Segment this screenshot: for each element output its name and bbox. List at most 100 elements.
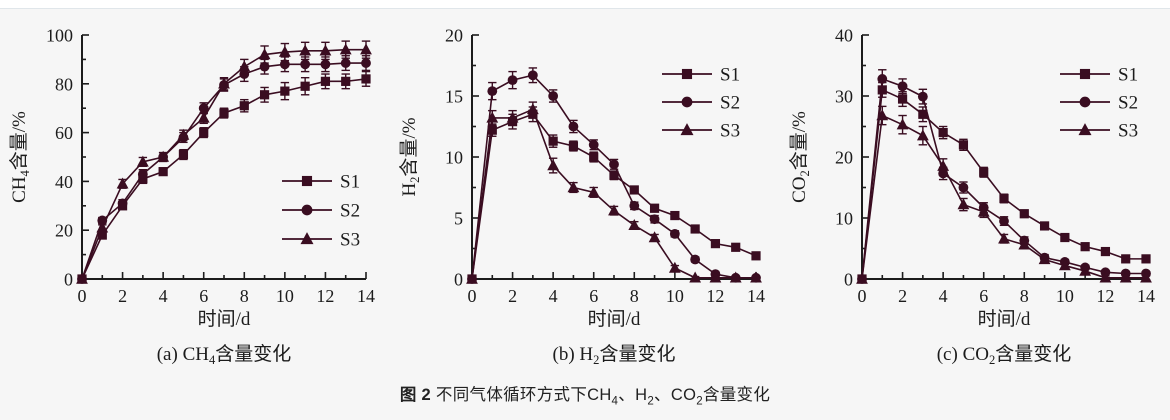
y-tick-label: 100 — [46, 26, 73, 46]
marker-circle — [1079, 96, 1091, 108]
marker-circle — [681, 96, 693, 108]
marker-triangle — [1038, 253, 1051, 265]
marker-triangle — [876, 109, 889, 121]
axes: 0 2 4 6 8 10 12 14 0 20 40 60 80 100 — [46, 26, 375, 307]
caption-subscript: 2 — [647, 395, 655, 408]
marker-triangle — [258, 48, 271, 60]
marker-square — [897, 94, 908, 104]
marker-circle — [629, 200, 640, 211]
caption-subscript: 2 — [696, 395, 703, 408]
legend-label-S1: S1 — [340, 172, 360, 193]
caption-text: 含量变化 — [702, 386, 771, 404]
y-tick-label: 20 — [835, 148, 853, 168]
legend-label-S2: S2 — [340, 201, 360, 222]
marker-triangle — [177, 128, 190, 140]
marker-circle — [548, 91, 559, 101]
marker-triangle — [957, 198, 970, 210]
x-tick-label: 14 — [747, 286, 765, 306]
marker-square — [690, 224, 700, 234]
marker-triangle — [567, 181, 580, 193]
legend-label-S2: S2 — [720, 93, 740, 114]
chart-svg-c: 0 2 4 6 8 10 12 14 0 10 20 30 40 CO2含量/% 时间/d (c) CO2含量… — [788, 26, 1155, 368]
marker-circle — [259, 61, 270, 72]
marker-triangle — [466, 272, 478, 284]
marker-triangle — [116, 177, 129, 189]
marker-circle — [609, 159, 619, 170]
caption-text: 、CO — [654, 386, 697, 404]
x-tick-label: 6 — [979, 286, 988, 306]
y-tick-label: 60 — [55, 123, 73, 143]
y-tick-label: 80 — [55, 74, 73, 94]
marker-circle — [690, 254, 701, 265]
marker-triangle — [76, 272, 88, 284]
caption-text: 不同气体循环方式下CH — [431, 386, 612, 404]
caption-subscript: 4 — [611, 395, 619, 408]
marker-circle — [198, 103, 209, 114]
marker-triangle — [1079, 264, 1092, 276]
chart-subtitle: (b) H2含量变化 — [553, 343, 676, 367]
x-tick-label: 0 — [78, 286, 87, 306]
y-axis-label: H2含量/% — [398, 117, 422, 196]
y-tick-label: 5 — [454, 209, 463, 229]
marker-triangle — [319, 44, 332, 56]
legend: S1 S2 S3 — [1060, 65, 1138, 142]
marker-square — [219, 108, 229, 118]
legend-label-S1: S1 — [720, 65, 740, 86]
marker-triangle — [157, 150, 170, 162]
chart-subtitle: (c) CO2含量变化 — [937, 343, 1072, 367]
marker-square — [301, 175, 313, 187]
marker-square — [341, 76, 351, 86]
marker-square — [239, 101, 249, 111]
marker-triangle — [1119, 271, 1132, 283]
marker-triangle — [608, 204, 620, 216]
y-tick-label: 20 — [55, 221, 73, 241]
marker-triangle — [506, 111, 519, 123]
marker-triangle — [278, 45, 291, 57]
y-tick-label: 10 — [835, 209, 853, 229]
x-tick-label: 12 — [1096, 286, 1114, 306]
marker-circle — [487, 86, 498, 97]
marker-circle — [320, 59, 331, 70]
marker-circle — [361, 58, 371, 68]
marker-square — [320, 76, 331, 86]
marker-triangle — [896, 118, 909, 130]
series-S3 — [76, 40, 372, 284]
marker-square — [259, 90, 270, 100]
marker-square — [1080, 242, 1090, 252]
marker-circle — [300, 59, 311, 70]
marker-square — [1039, 221, 1050, 231]
marker-square — [918, 109, 928, 119]
marker-triangle — [916, 129, 929, 141]
y-axis-label: CH4含量/% — [8, 111, 32, 203]
marker-triangle — [526, 103, 539, 115]
x-tick-label: 8 — [240, 286, 249, 306]
marker-square — [731, 242, 741, 252]
marker-square — [361, 74, 371, 84]
marker-triangle — [729, 271, 742, 283]
marker-circle — [117, 198, 128, 209]
y-tick-label: 15 — [445, 87, 463, 107]
x-tick-label: 6 — [199, 286, 208, 306]
x-tick-label: 2 — [508, 286, 517, 306]
axes: 0 2 4 6 8 10 12 14 0 10 20 30 40 — [835, 26, 1155, 307]
x-tick-label: 10 — [666, 286, 684, 306]
marker-triangle — [360, 43, 372, 55]
x-tick-label: 8 — [630, 286, 639, 306]
y-tick-label: 10 — [445, 148, 463, 168]
marker-circle — [527, 70, 538, 81]
marker-triangle — [218, 77, 230, 89]
marker-circle — [137, 169, 148, 179]
marker-triangle — [1140, 271, 1152, 283]
marker-triangle — [1058, 259, 1071, 271]
marker-square — [877, 85, 887, 95]
chart-h2: 0 2 4 6 8 10 12 14 0 5 10 15 20 H2含量/% 时间/d (b) H2含量变化 S… — [390, 11, 780, 369]
marker-triangle — [668, 261, 681, 273]
x-tick-label: 0 — [468, 286, 477, 306]
legend: S1 S2 S3 — [282, 172, 360, 251]
marker-triangle — [680, 123, 694, 136]
marker-triangle — [300, 232, 314, 245]
y-tick-label: 30 — [835, 87, 853, 107]
marker-triangle — [628, 219, 641, 231]
series-S3 — [856, 105, 1152, 284]
marker-triangle — [587, 186, 600, 198]
